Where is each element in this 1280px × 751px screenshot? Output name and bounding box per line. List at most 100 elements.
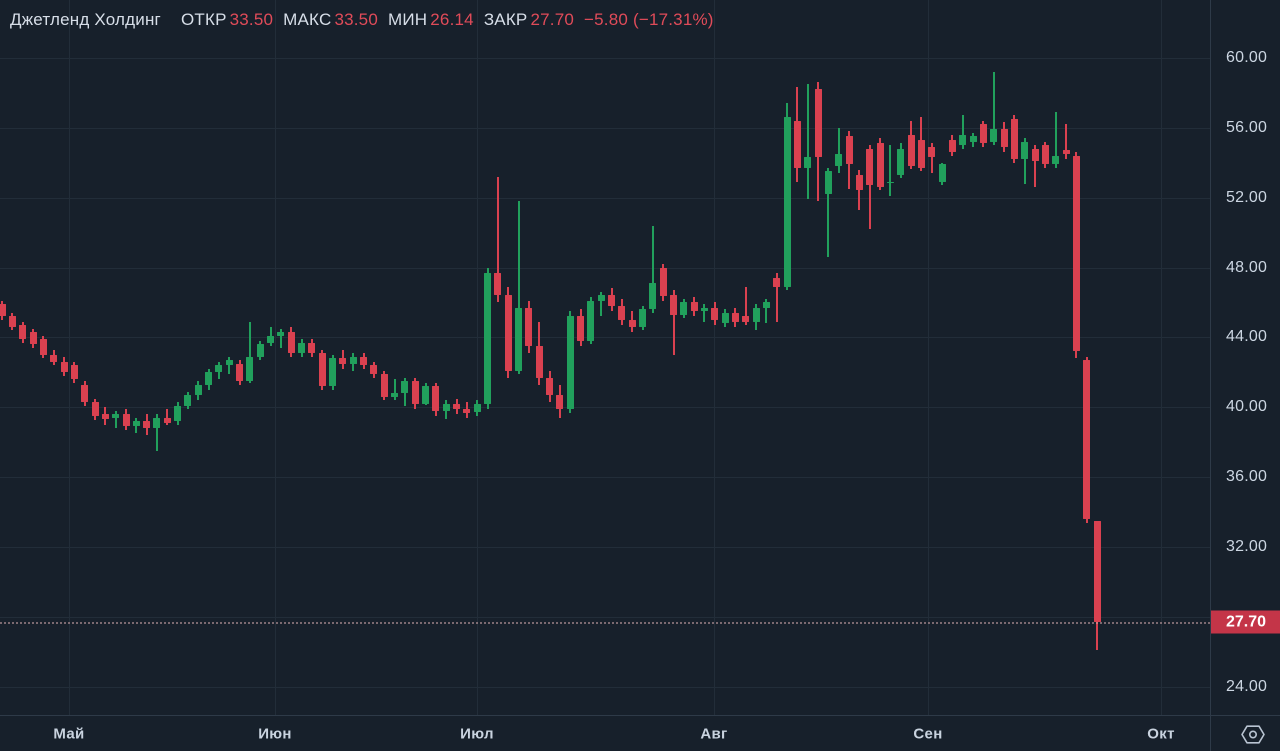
candle-body (91, 402, 99, 417)
candle-body (60, 361, 68, 373)
candle-body (81, 384, 89, 403)
candle-body (711, 307, 719, 320)
ohlc-field: ЗАКР 27.70 (484, 10, 574, 29)
vertical-gridline (714, 0, 715, 715)
candle-body (742, 316, 750, 322)
candle-body (690, 302, 698, 312)
month-label: Сен (913, 725, 943, 742)
candle-body (855, 174, 863, 191)
settings-hexagon-icon[interactable] (1240, 722, 1266, 746)
candle-wick (651, 225, 654, 313)
candle-body (215, 365, 223, 373)
candle-body (39, 339, 47, 355)
ohlc-field: МАКС 33.50 (283, 10, 378, 29)
candle-body (628, 319, 636, 327)
candle-body (8, 316, 16, 327)
vertical-gridline (477, 0, 478, 715)
candle-body (256, 344, 264, 357)
candle-wick (155, 414, 158, 451)
horizontal-gridline (0, 477, 1210, 479)
candle-body (959, 134, 967, 146)
candle-body (153, 417, 161, 429)
candle-wick (393, 379, 396, 401)
candle-body (587, 300, 595, 341)
candle-body (1021, 141, 1029, 160)
price-tick-label: 24.00 (1226, 678, 1268, 695)
candle-body (618, 305, 626, 320)
horizontal-gridline (0, 337, 1210, 339)
candle-body (700, 307, 708, 312)
price-axis[interactable]: 60.00 56.00 52.00 48.00 44.00 40.00 36.00 32.00… (1211, 0, 1280, 715)
candle-wick (166, 409, 169, 425)
candle-body (174, 405, 182, 422)
axis-horizontal-divider (0, 715, 1280, 716)
candle-body (422, 386, 429, 404)
candle-body (783, 117, 791, 287)
symbol-name[interactable]: Джетленд Холдинг (10, 10, 161, 29)
candle-body (1062, 150, 1070, 154)
candle-body (267, 335, 275, 343)
price-tick-label: 60.00 (1226, 48, 1268, 66)
candle-body (1072, 155, 1080, 352)
candle-body (391, 393, 398, 397)
month-label: Авг (700, 725, 728, 742)
candle-body (907, 134, 915, 167)
candle-wick (1065, 124, 1067, 160)
candle-body (835, 153, 843, 166)
candle-body (608, 295, 615, 306)
candle-body (132, 421, 140, 427)
price-tick-label: 48.00 (1226, 258, 1268, 276)
candlestick-chart[interactable]: Джетленд Холдинг ОТКР 33.50 МАКС 33.50 МИН 26.… (0, 0, 1210, 715)
horizontal-gridline (0, 57, 1210, 59)
candle-body (814, 89, 822, 158)
candle-wick (1023, 138, 1026, 184)
ohlc-label: ЗАКР (483, 10, 528, 29)
candle-body (380, 374, 388, 397)
candle-body (948, 139, 956, 153)
candle-body (349, 356, 357, 364)
ohlc-label: МИН (388, 10, 428, 29)
candle-body (659, 267, 667, 296)
candle-body (194, 384, 202, 396)
axis-vertical-divider (1210, 0, 1211, 751)
horizontal-gridline (0, 617, 1210, 619)
candle-body (453, 403, 460, 409)
month-label: Июн (258, 725, 292, 742)
candle-body (731, 312, 739, 322)
candle-body (50, 354, 58, 362)
candle-body (886, 181, 894, 184)
candle-body (277, 332, 285, 336)
candle-body (969, 136, 977, 142)
candle-body (1031, 148, 1039, 161)
candle-body (577, 316, 584, 341)
time-axis[interactable]: Май Июн Июл Авг Сен Окт (0, 716, 1280, 751)
horizontal-gridline (0, 267, 1210, 269)
ohlc-values: ОТКР 33.50 МАКС 33.50 МИН 26.14 ЗАКР 27.70 (171, 10, 574, 29)
candle-body (1093, 521, 1101, 623)
candle-body (411, 381, 419, 404)
candle-wick (228, 356, 231, 375)
vertical-gridline (928, 0, 929, 715)
candle-body (19, 325, 27, 340)
vertical-gridline (1161, 0, 1162, 715)
candle-body (845, 136, 853, 165)
candle-body (1010, 118, 1018, 160)
candle-body (112, 414, 120, 418)
price-tick-label: 32.00 (1226, 538, 1268, 556)
candle-body (463, 409, 471, 413)
candle-body (721, 312, 729, 324)
candle-body (370, 365, 378, 375)
candle-wick (279, 328, 282, 348)
price-tick-label: 36.00 (1226, 468, 1268, 486)
candle-body (29, 332, 37, 345)
candle-body (360, 356, 368, 366)
vertical-gridline (275, 0, 276, 715)
price-tick-label: 40.00 (1226, 398, 1268, 416)
candle-body (339, 358, 347, 364)
ohlc-value: 33.50 (229, 10, 274, 29)
price-tick-label: 56.00 (1226, 118, 1268, 136)
candle-wick (868, 145, 871, 229)
candle-body (897, 148, 905, 175)
ohlc-value: 33.50 (334, 10, 378, 29)
